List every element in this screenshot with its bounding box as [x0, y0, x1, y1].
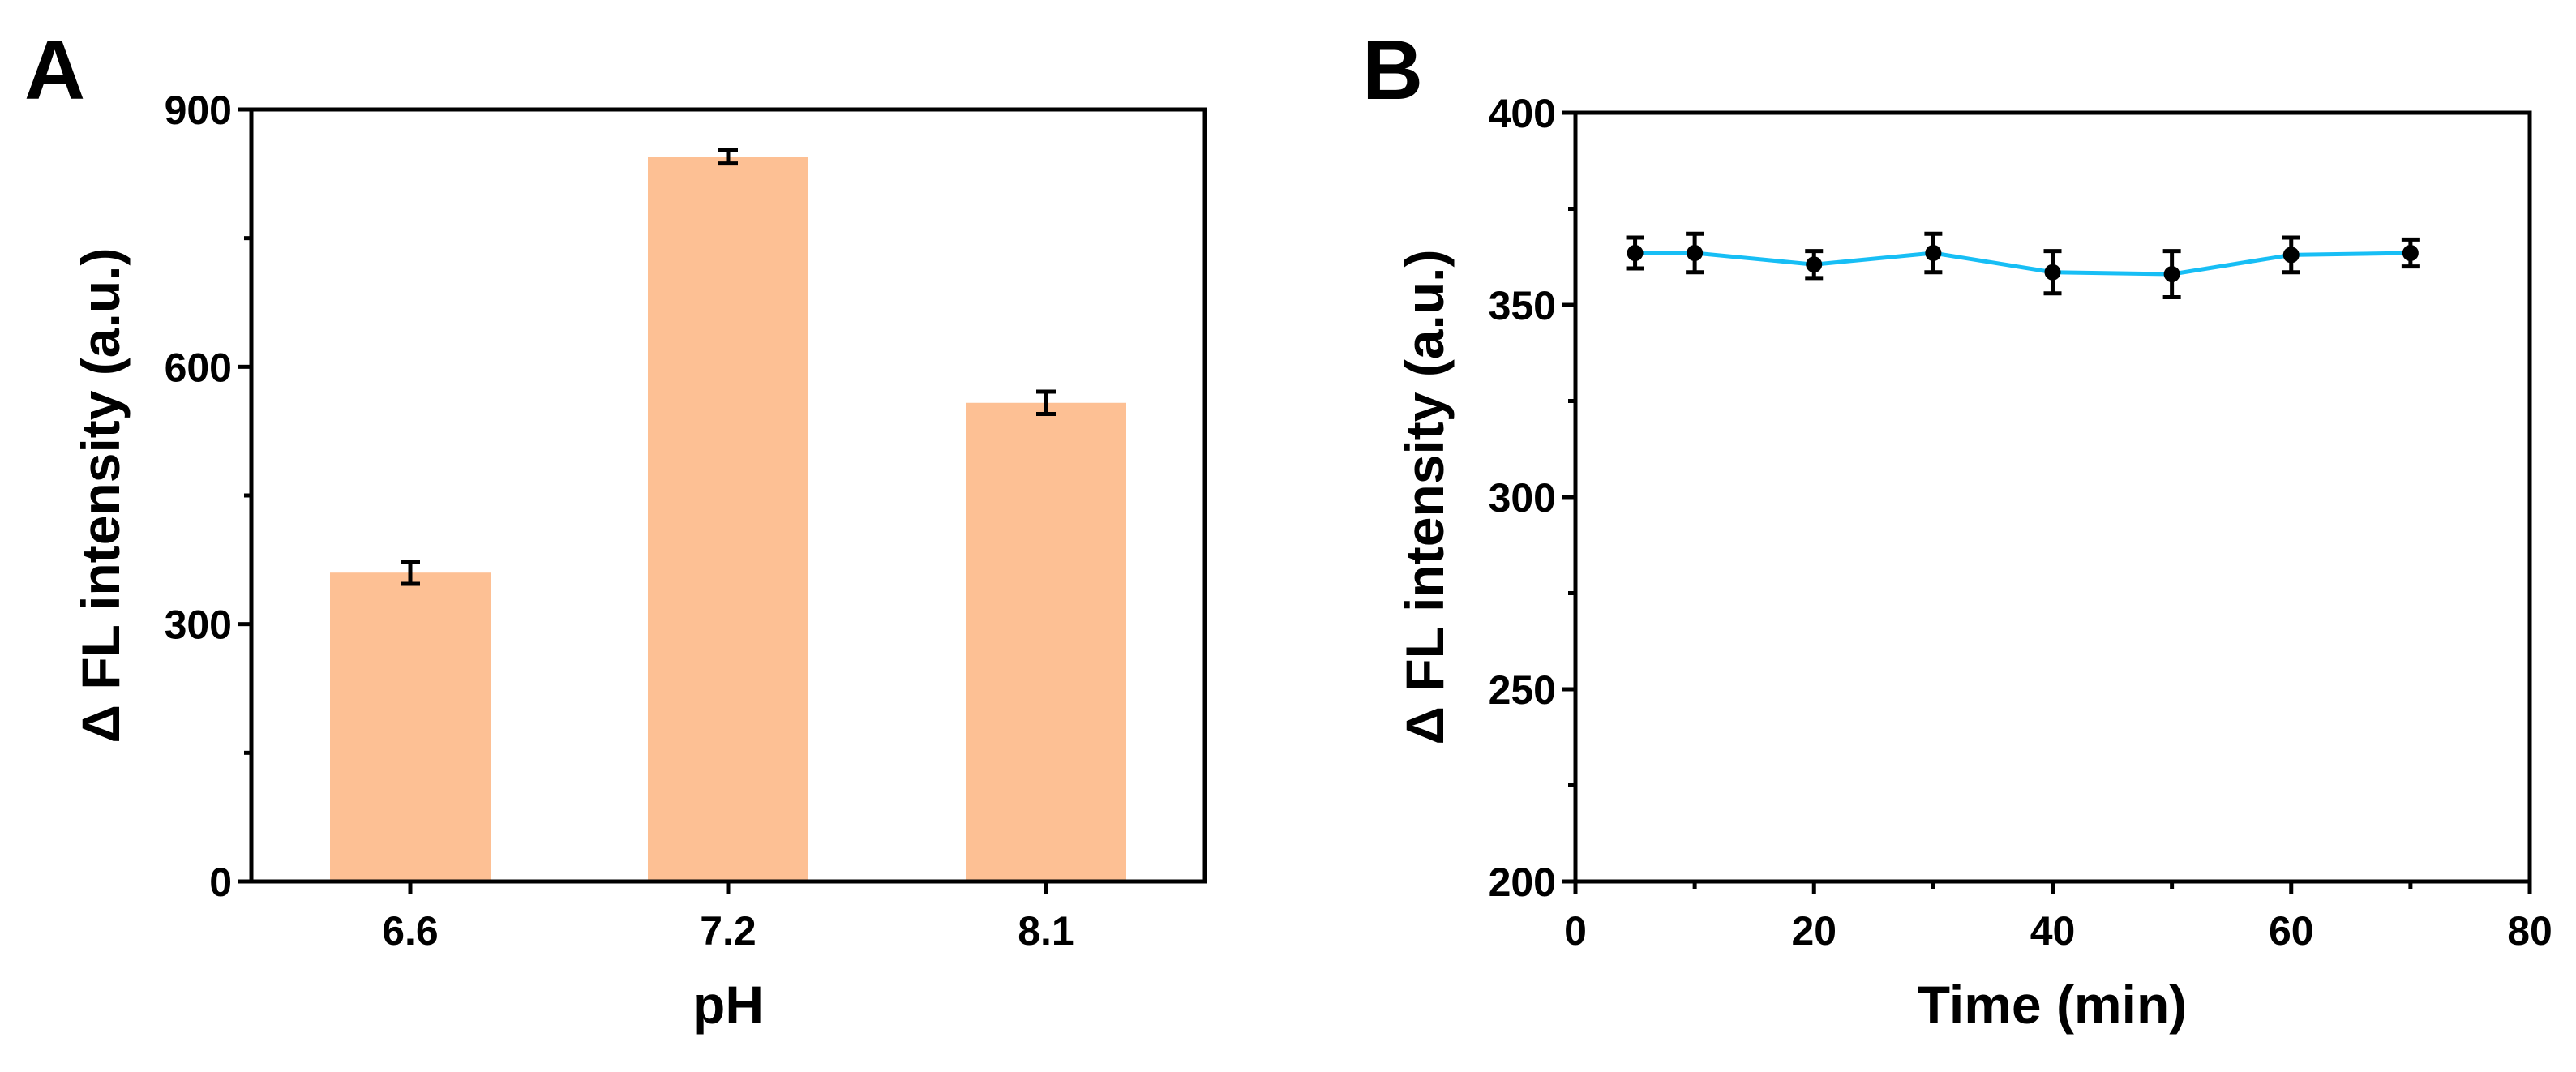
panel-b-y-axis-title: Δ FL intensity (a.u.): [1395, 250, 1455, 745]
y-tick-label-400: 400: [1489, 91, 1556, 136]
panel-b-axes-frame: [1573, 110, 2532, 884]
panel-b-y-ticks: 200 250 300 350 400: [1489, 91, 1575, 905]
data-point-t50: [2163, 266, 2180, 283]
y-tick-label-350: 350: [1489, 283, 1556, 328]
x-tick-label-60: 60: [2269, 908, 2314, 954]
panel-b-series-line: [1635, 251, 2411, 277]
panel-a-y-ticks: 0 300 600 900: [165, 88, 251, 905]
panel-b-x-axis-title: Time (min): [1918, 975, 2187, 1035]
y-tick-label-300: 300: [165, 602, 232, 648]
data-point-t40: [2044, 264, 2061, 281]
y-tick-label-0: 0: [209, 860, 232, 905]
x-tick-label-7.2: 7.2: [700, 908, 757, 954]
bar-7.2: [648, 157, 808, 881]
x-tick-label-6.6: 6.6: [382, 908, 439, 954]
panel-b-points: [1627, 245, 2419, 283]
panel-a-bars: [330, 157, 1126, 881]
data-point-t10: [1687, 245, 1704, 262]
panel-b: B 200 250 300 350 400 0 20 40 60 80 Time (min) Δ…: [1362, 24, 2552, 1035]
panel-a-x-axis-title: pH: [692, 975, 764, 1035]
y-tick-label-300: 300: [1489, 475, 1556, 521]
y-tick-label-250: 250: [1489, 667, 1556, 713]
panel-b-label: B: [1362, 24, 1423, 118]
data-point-t70: [2402, 245, 2419, 262]
data-point-t30: [1925, 245, 1942, 262]
x-tick-label-40: 40: [2030, 908, 2076, 954]
x-tick-label-8.1: 8.1: [1018, 908, 1074, 954]
data-point-t5: [1627, 245, 1644, 262]
panel-a-error-bars: [401, 148, 1056, 586]
x-tick-label-80: 80: [2507, 908, 2552, 954]
y-tick-label-600: 600: [165, 345, 232, 390]
panel-b-x-ticks: 0 20 40 60 80: [1564, 881, 2552, 954]
y-tick-label-200: 200: [1489, 860, 1556, 905]
panel-a: A 0 300 600 900 6.6 7.2 8.1 pH Δ FL intensity…: [24, 24, 1207, 1035]
panel-a-x-ticks: 6.6 7.2 8.1: [382, 881, 1074, 954]
panel-a-y-axis-title: Δ FL intensity (a.u.): [71, 248, 131, 744]
x-tick-label-20: 20: [1791, 908, 1837, 954]
y-tick-label-900: 900: [165, 88, 232, 133]
bar-6.6: [330, 572, 491, 881]
x-tick-label-0: 0: [1564, 908, 1587, 954]
panel-a-label: A: [24, 24, 85, 118]
data-point-t20: [1806, 256, 1823, 273]
bar-8.1: [966, 402, 1126, 881]
data-point-t60: [2282, 247, 2300, 264]
